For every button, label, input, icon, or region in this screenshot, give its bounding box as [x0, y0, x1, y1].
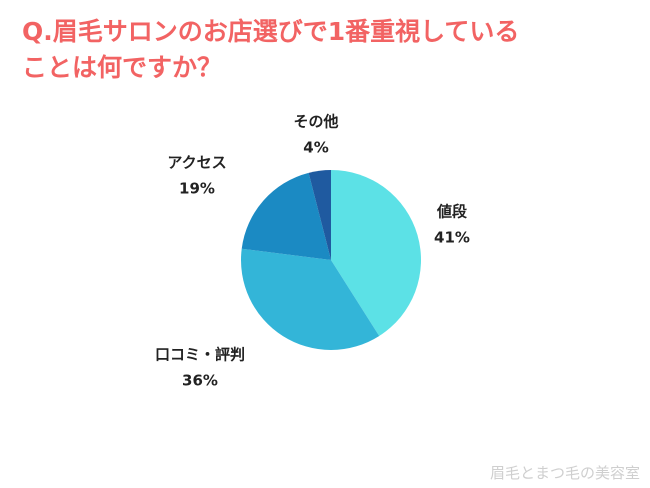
value-label: 19% [179, 180, 215, 198]
slice-label: 口コミ・評判 [155, 346, 245, 364]
chart-title: Q.眉毛サロンのお店選びで1番重視している [22, 17, 519, 46]
value-label: 36% [182, 372, 218, 390]
pie-slice [308, 170, 331, 260]
slice-label: その他 [293, 113, 338, 131]
watermark: 眉毛とまつ毛の美容室 [490, 464, 640, 482]
pie-slice [241, 248, 380, 351]
pie-slice [331, 170, 422, 336]
slice-label: アクセス [167, 154, 226, 172]
pie-slice [241, 172, 331, 260]
chart-title: ことは何ですか？ [22, 53, 222, 82]
value-label: 4% [303, 139, 328, 157]
slice-label: 値段 [436, 203, 467, 221]
value-label: 41% [434, 229, 470, 247]
